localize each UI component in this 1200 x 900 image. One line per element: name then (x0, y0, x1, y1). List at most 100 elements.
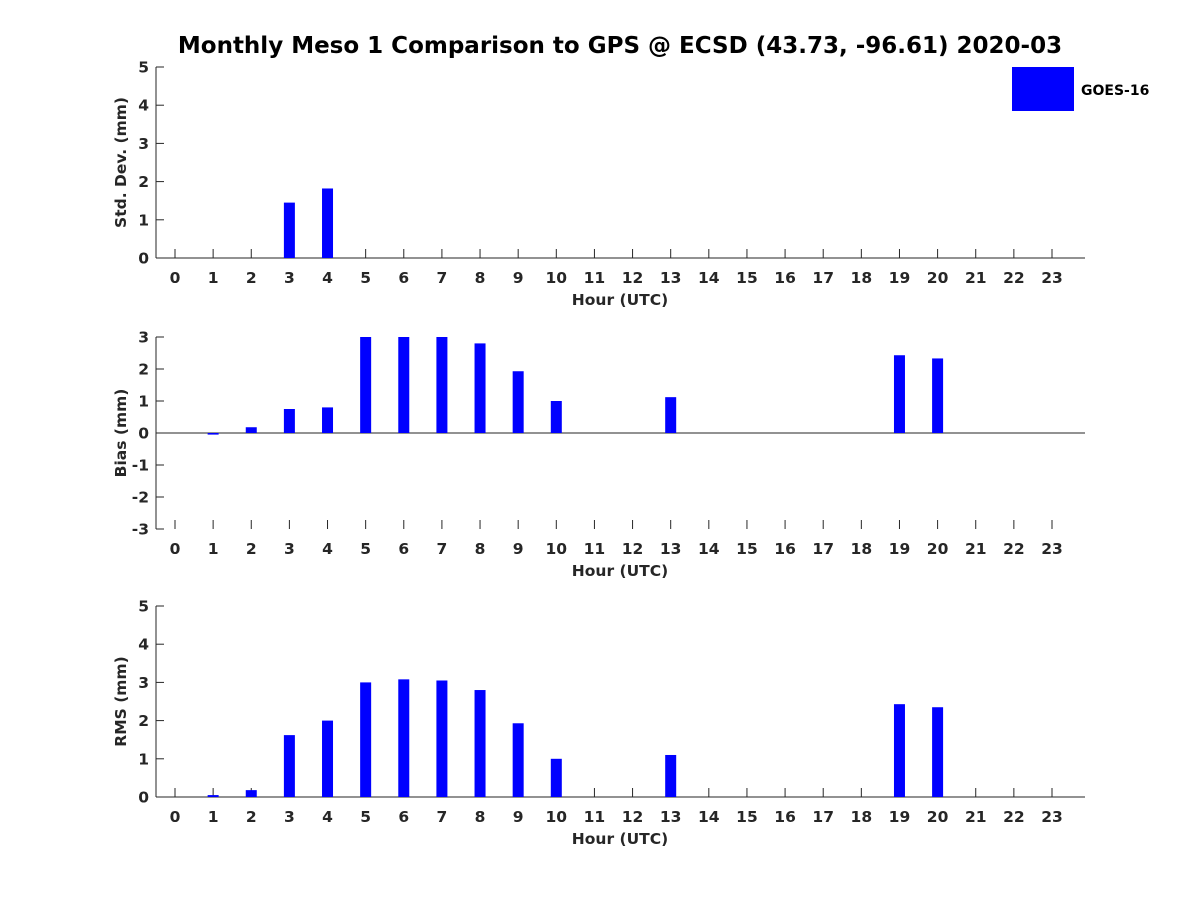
x-tick-label: 12 (622, 540, 644, 558)
legend-swatch (1012, 67, 1074, 111)
y-tick-label: 2 (138, 361, 149, 379)
x-axis-label: Hour (UTC) (572, 291, 668, 309)
x-tick-label: 20 (927, 808, 949, 826)
y-tick-label: -1 (132, 457, 149, 475)
bar-hour-19 (893, 355, 905, 433)
bar-hour-6 (398, 337, 410, 433)
x-tick-label: 14 (698, 808, 720, 826)
bar-hour-9 (512, 723, 524, 797)
x-tick-label: 10 (546, 540, 568, 558)
x-tick-label: 12 (622, 808, 644, 826)
x-tick-label: 13 (660, 808, 682, 826)
x-tick-label: 10 (546, 808, 568, 826)
legend: GOES-16 (1012, 67, 1149, 111)
bar-hour-8 (474, 690, 486, 797)
chart-title: Monthly Meso 1 Comparison to GPS @ ECSD … (178, 33, 1062, 59)
x-tick-label: 18 (851, 808, 873, 826)
bar-hour-3 (283, 202, 295, 258)
x-tick-label: 20 (927, 540, 949, 558)
y-tick-label: 4 (138, 97, 149, 115)
y-tick-label: 3 (138, 135, 149, 153)
y-tick-label: 0 (138, 425, 149, 443)
bar-hour-1 (207, 433, 219, 435)
y-tick-label: 0 (138, 250, 149, 268)
bar-hour-4 (322, 720, 334, 797)
x-tick-label: 12 (622, 269, 644, 287)
x-tick-label: 16 (774, 269, 796, 287)
y-axis-label: RMS (mm) (112, 656, 130, 746)
x-tick-label: 3 (284, 269, 295, 287)
x-tick-label: 19 (889, 808, 911, 826)
x-tick-label: 13 (660, 540, 682, 558)
x-tick-label: 8 (475, 808, 486, 826)
bar-hour-10 (550, 758, 562, 797)
y-tick-label: -3 (132, 521, 149, 539)
y-tick-label: 5 (138, 598, 149, 616)
x-tick-label: 8 (475, 269, 486, 287)
x-tick-label: 7 (437, 808, 448, 826)
x-tick-label: 3 (284, 540, 295, 558)
bar-hour-20 (932, 707, 944, 797)
x-tick-label: 6 (398, 269, 409, 287)
bar-hour-6 (398, 679, 410, 797)
x-axis-label: Hour (UTC) (572, 562, 668, 580)
x-tick-label: 16 (774, 808, 796, 826)
bar-hour-10 (550, 401, 562, 433)
x-tick-label: 5 (360, 808, 371, 826)
y-tick-label: 4 (138, 636, 149, 654)
y-tick-label: 5 (138, 59, 149, 77)
x-tick-label: 11 (584, 808, 606, 826)
x-axis-label: Hour (UTC) (572, 830, 668, 848)
bar-hour-3 (283, 735, 295, 797)
bar-hour-7 (436, 680, 448, 797)
x-tick-label: 3 (284, 808, 295, 826)
x-tick-label: 16 (774, 540, 796, 558)
x-tick-label: 13 (660, 269, 682, 287)
bar-hour-8 (474, 343, 486, 433)
x-tick-label: 4 (322, 269, 333, 287)
x-tick-label: 23 (1041, 540, 1063, 558)
x-tick-label: 4 (322, 540, 333, 558)
x-tick-label: 14 (698, 540, 720, 558)
bar-hour-7 (436, 337, 448, 433)
legend-label: GOES-16 (1081, 83, 1149, 99)
x-tick-label: 17 (812, 540, 834, 558)
x-tick-label: 17 (812, 269, 834, 287)
x-tick-label: 9 (513, 269, 524, 287)
x-tick-label: 9 (513, 540, 524, 558)
x-tick-label: 10 (546, 269, 568, 287)
y-tick-label: 2 (138, 712, 149, 730)
x-tick-label: 1 (208, 540, 219, 558)
x-tick-label: 8 (475, 540, 486, 558)
bar-hour-4 (322, 188, 334, 258)
y-axis-label: Std. Dev. (mm) (112, 97, 130, 228)
y-tick-label: 3 (138, 674, 149, 692)
y-tick-label: -2 (132, 489, 149, 507)
x-tick-label: 5 (360, 540, 371, 558)
bar-hour-20 (932, 358, 944, 433)
x-tick-label: 19 (889, 269, 911, 287)
x-tick-label: 15 (736, 540, 758, 558)
y-tick-label: 0 (138, 789, 149, 807)
x-tick-label: 23 (1041, 808, 1063, 826)
y-tick-label: 2 (138, 173, 149, 191)
x-tick-label: 2 (246, 540, 257, 558)
x-tick-label: 20 (927, 269, 949, 287)
y-tick-label: 1 (138, 211, 149, 229)
x-tick-label: 6 (398, 808, 409, 826)
x-tick-label: 19 (889, 540, 911, 558)
x-tick-label: 23 (1041, 269, 1063, 287)
bar-hour-13 (665, 754, 677, 797)
x-tick-label: 0 (170, 269, 181, 287)
x-tick-label: 1 (208, 269, 219, 287)
bar-hour-13 (665, 397, 677, 433)
x-tick-label: 21 (965, 808, 987, 826)
x-tick-label: 17 (812, 808, 834, 826)
bar-hour-3 (283, 409, 295, 433)
bar-hour-2 (245, 427, 257, 433)
bar-hour-1 (207, 795, 219, 797)
x-tick-label: 6 (398, 540, 409, 558)
x-tick-label: 18 (851, 269, 873, 287)
